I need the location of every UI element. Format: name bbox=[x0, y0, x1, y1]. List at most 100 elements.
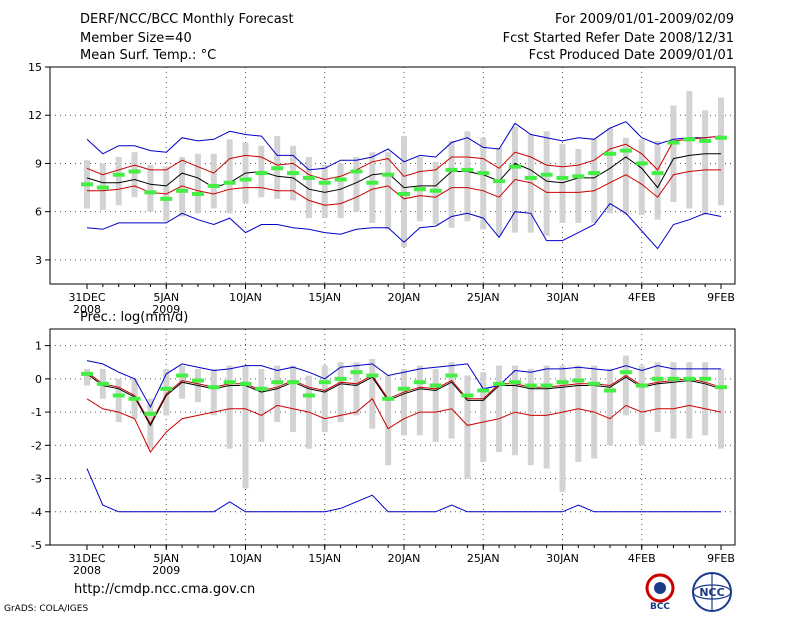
box-whisker bbox=[480, 137, 487, 230]
median-marker bbox=[334, 177, 347, 182]
median-marker bbox=[619, 370, 632, 375]
box-whisker bbox=[432, 161, 439, 225]
median-marker bbox=[556, 175, 569, 180]
ncc-logo: NCC bbox=[692, 572, 732, 612]
box-whisker bbox=[575, 148, 582, 223]
x-tick-label: 31DEC bbox=[68, 291, 105, 304]
panel-title: Prec.: log(mm/d) bbox=[80, 310, 188, 325]
median-marker bbox=[619, 148, 632, 153]
x-tick-label: 15JAN bbox=[308, 552, 341, 565]
median-marker bbox=[160, 196, 173, 201]
x-tick-label: 20JAN bbox=[388, 552, 421, 565]
box-whisker bbox=[115, 157, 122, 206]
x-tick-label: 20JAN bbox=[388, 291, 421, 304]
box-whisker bbox=[480, 372, 487, 462]
box-whisker bbox=[321, 365, 328, 433]
median-marker bbox=[651, 171, 664, 176]
median-marker bbox=[223, 180, 236, 185]
y-tick-label: 6 bbox=[35, 206, 42, 219]
median-marker bbox=[604, 151, 617, 156]
box-whisker bbox=[702, 362, 709, 436]
median-marker bbox=[572, 174, 585, 179]
median-marker bbox=[318, 380, 331, 385]
median-marker bbox=[556, 380, 569, 385]
box-whisker bbox=[448, 140, 455, 228]
box-whisker bbox=[369, 358, 376, 429]
median-marker bbox=[429, 188, 442, 193]
box-whisker bbox=[353, 157, 360, 212]
box-whisker bbox=[353, 362, 360, 416]
mean-plus-spread-line bbox=[86, 135, 722, 181]
median-marker bbox=[699, 138, 712, 143]
median-marker bbox=[508, 380, 521, 385]
source-url[interactable]: http://cmdp.ncc.cma.gov.cn bbox=[74, 582, 256, 597]
box-whisker bbox=[496, 147, 503, 236]
svg-text:BCC: BCC bbox=[650, 602, 670, 612]
plot-frame bbox=[49, 66, 736, 285]
box-whisker bbox=[432, 368, 439, 442]
median-marker bbox=[96, 185, 109, 190]
median-marker bbox=[635, 383, 648, 388]
median-marker bbox=[477, 388, 490, 393]
box-whisker bbox=[464, 375, 471, 479]
median-marker bbox=[191, 378, 204, 383]
box-whisker bbox=[131, 152, 138, 198]
median-marker bbox=[160, 386, 173, 391]
box-whisker bbox=[654, 362, 661, 433]
x-tick-label: 9FEB bbox=[707, 291, 735, 304]
box-whisker bbox=[210, 368, 217, 416]
x-tick-year: 2009 bbox=[152, 303, 180, 316]
box-whisker bbox=[496, 365, 503, 452]
median-marker bbox=[112, 393, 125, 398]
median-marker bbox=[144, 411, 157, 416]
box-whisker bbox=[575, 365, 582, 462]
median-marker bbox=[524, 383, 537, 388]
box-whisker bbox=[84, 368, 90, 386]
median-marker bbox=[255, 386, 268, 391]
x-tick-label: 15JAN bbox=[308, 291, 341, 304]
box-whisker bbox=[718, 368, 724, 449]
box-whisker bbox=[686, 362, 693, 439]
box-whisker bbox=[702, 110, 709, 215]
median-marker bbox=[191, 191, 204, 196]
forecast-period: For 2009/01/01-2009/02/09 bbox=[555, 12, 734, 27]
median-marker bbox=[461, 167, 474, 172]
svg-text:NCC: NCC bbox=[699, 586, 724, 599]
median-marker bbox=[604, 388, 617, 393]
box-whisker bbox=[511, 365, 518, 456]
median-marker bbox=[350, 370, 363, 375]
box-whisker bbox=[416, 365, 423, 436]
median-marker bbox=[176, 373, 189, 378]
plot-frame bbox=[49, 328, 736, 546]
median-marker bbox=[398, 191, 410, 196]
started-date: Fcst Started Refer Date 2008/12/31 bbox=[502, 31, 734, 46]
y-tick-label: -5 bbox=[31, 539, 42, 552]
ensemble-mean-line bbox=[86, 373, 722, 427]
x-tick-label: 31DEC bbox=[68, 552, 105, 565]
y-tick-label: 3 bbox=[35, 254, 42, 267]
y-tick-label: 12 bbox=[28, 109, 42, 122]
median-marker bbox=[271, 380, 284, 385]
box-whisker bbox=[385, 152, 392, 230]
median-marker bbox=[255, 171, 268, 176]
x-tick-label: 25JAN bbox=[467, 291, 500, 304]
x-tick-year: 2008 bbox=[73, 303, 101, 316]
box-whisker bbox=[242, 365, 249, 489]
box-whisker bbox=[448, 362, 455, 439]
x-tick-label: 10JAN bbox=[229, 552, 262, 565]
median-marker bbox=[540, 383, 553, 388]
median-marker bbox=[398, 386, 410, 391]
median-marker bbox=[207, 183, 220, 188]
bcc-logo: BCC bbox=[645, 573, 675, 612]
median-marker bbox=[239, 177, 252, 182]
box-whisker bbox=[464, 131, 471, 222]
box-whisker bbox=[607, 368, 614, 446]
median-marker bbox=[715, 385, 727, 390]
x-tick-year: 2008 bbox=[73, 564, 101, 577]
median-marker bbox=[334, 376, 347, 381]
box-whisker bbox=[686, 91, 693, 209]
box-whisker bbox=[591, 139, 598, 223]
